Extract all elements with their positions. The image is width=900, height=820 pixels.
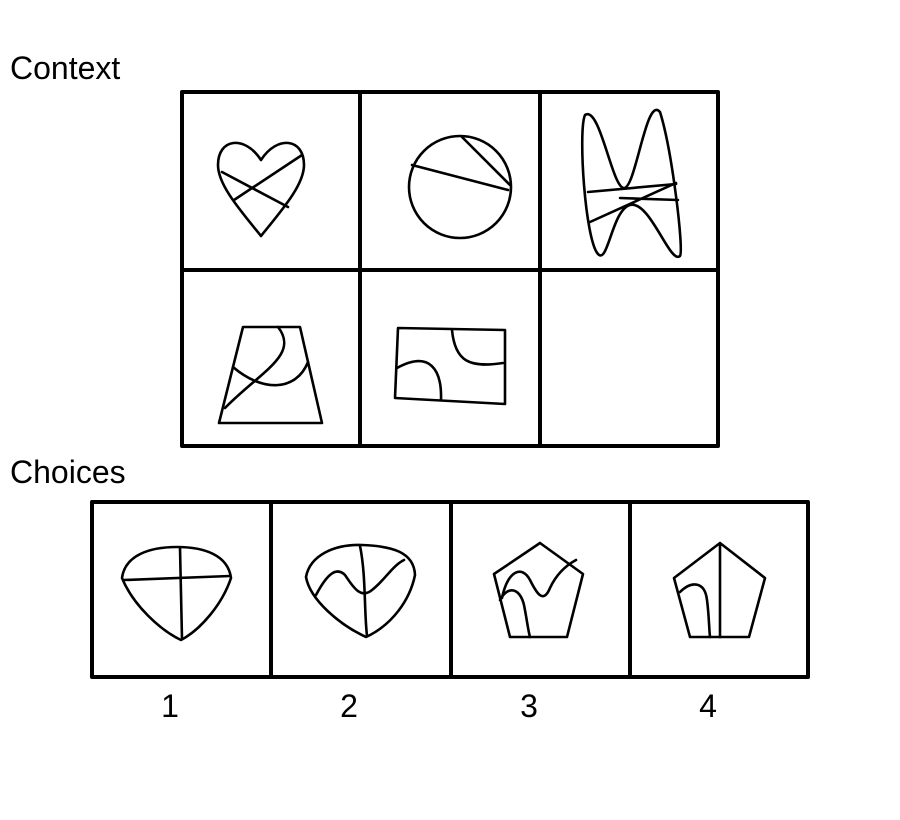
inner-curve bbox=[498, 589, 532, 639]
choices-row bbox=[90, 500, 810, 679]
choice-4-number: 4 bbox=[699, 688, 717, 724]
inner-curve bbox=[231, 360, 310, 387]
choice-2-number: 2 bbox=[340, 688, 358, 724]
inner-line bbox=[232, 153, 304, 202]
context-label: Context bbox=[10, 50, 121, 86]
inner-line bbox=[410, 163, 510, 192]
inner-curve bbox=[450, 328, 505, 366]
inner-line bbox=[220, 170, 290, 209]
shield-shape bbox=[120, 545, 233, 642]
choice-1-figure[interactable] bbox=[94, 504, 269, 675]
inner-line bbox=[122, 574, 232, 582]
context-cell-2-figure bbox=[407, 134, 513, 240]
choice-2-figure[interactable] bbox=[273, 504, 449, 675]
inner-curve bbox=[395, 360, 443, 402]
inner-curve bbox=[314, 558, 406, 597]
inner-curve bbox=[678, 583, 712, 639]
inner-line bbox=[618, 196, 680, 202]
choice-1-number: 1 bbox=[161, 688, 179, 724]
inner-line bbox=[586, 182, 678, 194]
inner-line bbox=[588, 181, 678, 224]
inner-curve bbox=[358, 544, 369, 638]
context-grid bbox=[180, 90, 720, 448]
shield-shape bbox=[304, 543, 417, 639]
inner-curve bbox=[500, 558, 578, 600]
choice-3-figure[interactable] bbox=[453, 504, 628, 675]
trapezoid-shape bbox=[217, 325, 324, 425]
inner-curve bbox=[223, 325, 286, 410]
choices-label: Choices bbox=[10, 454, 126, 490]
pentagon-shape bbox=[492, 541, 585, 639]
inner-line bbox=[460, 135, 512, 187]
circle-shape bbox=[407, 134, 513, 240]
choice-3-number: 3 bbox=[520, 688, 538, 724]
hourglass-shape bbox=[580, 108, 683, 259]
context-cell-3-figure bbox=[580, 108, 683, 259]
context-cell-4-figure bbox=[217, 325, 324, 425]
rectangle-shape bbox=[393, 326, 507, 406]
inner-line bbox=[178, 546, 184, 641]
heart-shape bbox=[216, 141, 306, 238]
choice-4-figure[interactable] bbox=[632, 504, 806, 675]
context-cell-1-figure bbox=[216, 141, 306, 238]
context-cell-5-figure bbox=[393, 326, 507, 406]
